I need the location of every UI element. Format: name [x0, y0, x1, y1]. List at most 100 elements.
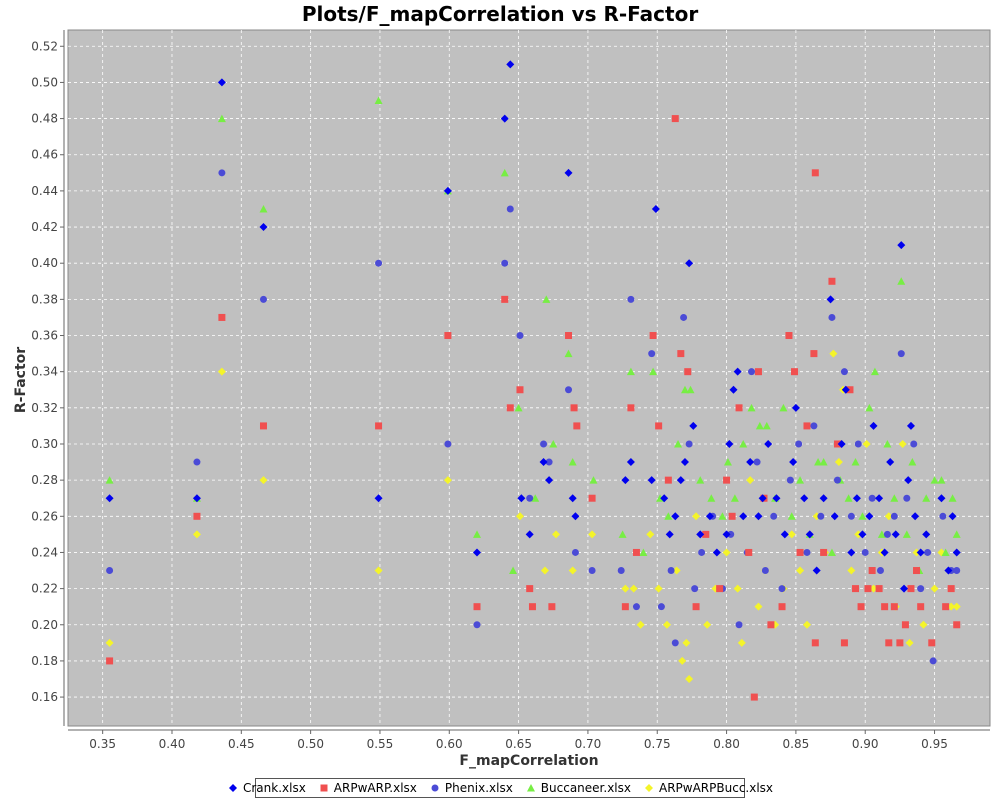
data-point [636, 620, 645, 629]
triangle-marker-icon [525, 782, 537, 794]
data-point [841, 385, 850, 394]
data-point [844, 494, 853, 502]
data-point [621, 584, 630, 593]
y-tick-label: 0.42 [31, 220, 58, 234]
data-point [837, 439, 846, 448]
data-point [908, 458, 917, 466]
data-point [549, 439, 558, 448]
y-tick-label: 0.38 [31, 292, 58, 306]
data-point [703, 620, 712, 629]
data-point [924, 548, 932, 556]
y-tick-label: 0.18 [31, 654, 58, 668]
data-point [948, 512, 957, 521]
data-point [840, 639, 848, 647]
data-point [852, 585, 860, 593]
legend-item: ARPwARPBucc.xlsx [643, 781, 773, 795]
data-point [767, 621, 775, 629]
data-point [953, 567, 961, 575]
x-tick-label: 0.85 [783, 737, 810, 751]
data-point [758, 494, 767, 503]
data-point [685, 440, 693, 448]
data-point [948, 494, 957, 502]
data-point [865, 512, 874, 521]
data-point [444, 332, 452, 340]
y-tick-label: 0.32 [31, 401, 58, 415]
data-point [787, 530, 796, 539]
data-point [840, 368, 848, 376]
circle-marker-icon [429, 782, 441, 794]
data-point [791, 403, 800, 412]
y-tick-label: 0.20 [31, 618, 58, 632]
data-point [886, 458, 895, 467]
data-point [851, 458, 860, 466]
data-point [770, 512, 778, 520]
data-point [802, 620, 811, 629]
data-point [218, 169, 226, 177]
data-point [685, 674, 694, 683]
data-point [745, 548, 753, 556]
y-tick-label: 0.44 [31, 184, 58, 198]
data-point [685, 259, 694, 268]
data-point [677, 350, 685, 358]
data-point [473, 621, 481, 629]
data-point [718, 512, 727, 520]
data-point [833, 440, 841, 448]
data-point [514, 403, 523, 412]
y-axis: 0.16 0.18 0.20 0.22 0.24 0.26 0.28 0.30 0.32 0.34… [31, 30, 65, 726]
x-axis-label: F_mapCorrelation [459, 753, 598, 769]
data-point [791, 368, 799, 376]
data-point [539, 458, 548, 467]
data-point [217, 114, 226, 123]
data-point [564, 349, 573, 358]
data-point [754, 602, 763, 611]
data-point [833, 476, 841, 484]
data-point [735, 404, 743, 412]
data-point [509, 566, 518, 575]
data-point [733, 584, 742, 593]
data-point [692, 603, 700, 611]
data-point [672, 566, 681, 575]
data-point [727, 530, 735, 538]
data-point [655, 422, 663, 430]
data-point [621, 476, 630, 485]
data-point [883, 530, 891, 538]
data-point [827, 548, 836, 556]
data-point [702, 530, 710, 538]
y-tick-label: 0.34 [31, 365, 58, 379]
data-point [739, 512, 748, 521]
data-point [443, 476, 452, 485]
data-point [748, 368, 756, 376]
data-point [905, 638, 914, 647]
data-point [649, 332, 657, 340]
legend-item: ARPwARP.xlsx [318, 781, 417, 795]
data-point [664, 476, 672, 484]
data-point [730, 494, 739, 502]
data-point [680, 458, 689, 467]
data-point [796, 548, 804, 556]
data-point [646, 530, 655, 539]
data-point [375, 422, 383, 430]
x-tick-label: 0.35 [89, 737, 116, 751]
data-point [778, 603, 786, 611]
data-point [667, 567, 675, 575]
data-point [805, 530, 814, 539]
data-point [627, 295, 635, 303]
data-point [565, 386, 573, 394]
data-point [671, 512, 680, 521]
y-tick-label: 0.28 [31, 473, 58, 487]
data-point [691, 585, 699, 593]
data-point [854, 530, 863, 539]
data-point [501, 259, 509, 267]
data-point [564, 168, 573, 177]
data-point [858, 530, 867, 539]
data-point [829, 349, 838, 358]
data-points [105, 60, 961, 701]
data-point [755, 421, 764, 430]
data-point [665, 530, 674, 539]
y-tick-label: 0.22 [31, 582, 58, 596]
data-point [847, 512, 855, 520]
x-tick-label: 0.90 [852, 737, 879, 751]
data-point [930, 476, 939, 484]
data-point [834, 458, 843, 467]
data-point [890, 494, 899, 502]
